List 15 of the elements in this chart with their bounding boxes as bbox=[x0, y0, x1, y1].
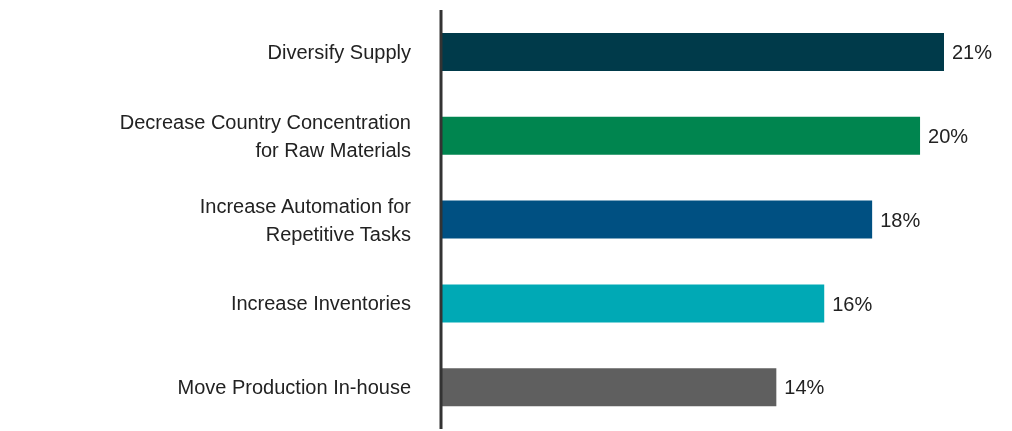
y-tick-label: Diversify Supply bbox=[267, 40, 411, 63]
y-tick-label: Increase Automation for Repetitive Tasks bbox=[199, 194, 412, 245]
bar bbox=[441, 116, 921, 155]
data-label: 21% bbox=[952, 41, 993, 64]
bar bbox=[441, 368, 777, 407]
data-label: 18% bbox=[880, 208, 921, 231]
data-label: 20% bbox=[928, 124, 969, 147]
data-label: 14% bbox=[784, 376, 825, 399]
y-tick-label: Move Production In-house bbox=[177, 376, 411, 399]
bar bbox=[441, 200, 873, 239]
y-tick-label: Decrease Country Concentration for Raw Materials bbox=[119, 110, 411, 161]
y-tick-label: Increase Inventories bbox=[230, 292, 411, 315]
bar bbox=[441, 284, 825, 323]
bar bbox=[441, 33, 944, 71]
data-label: 16% bbox=[832, 292, 873, 315]
